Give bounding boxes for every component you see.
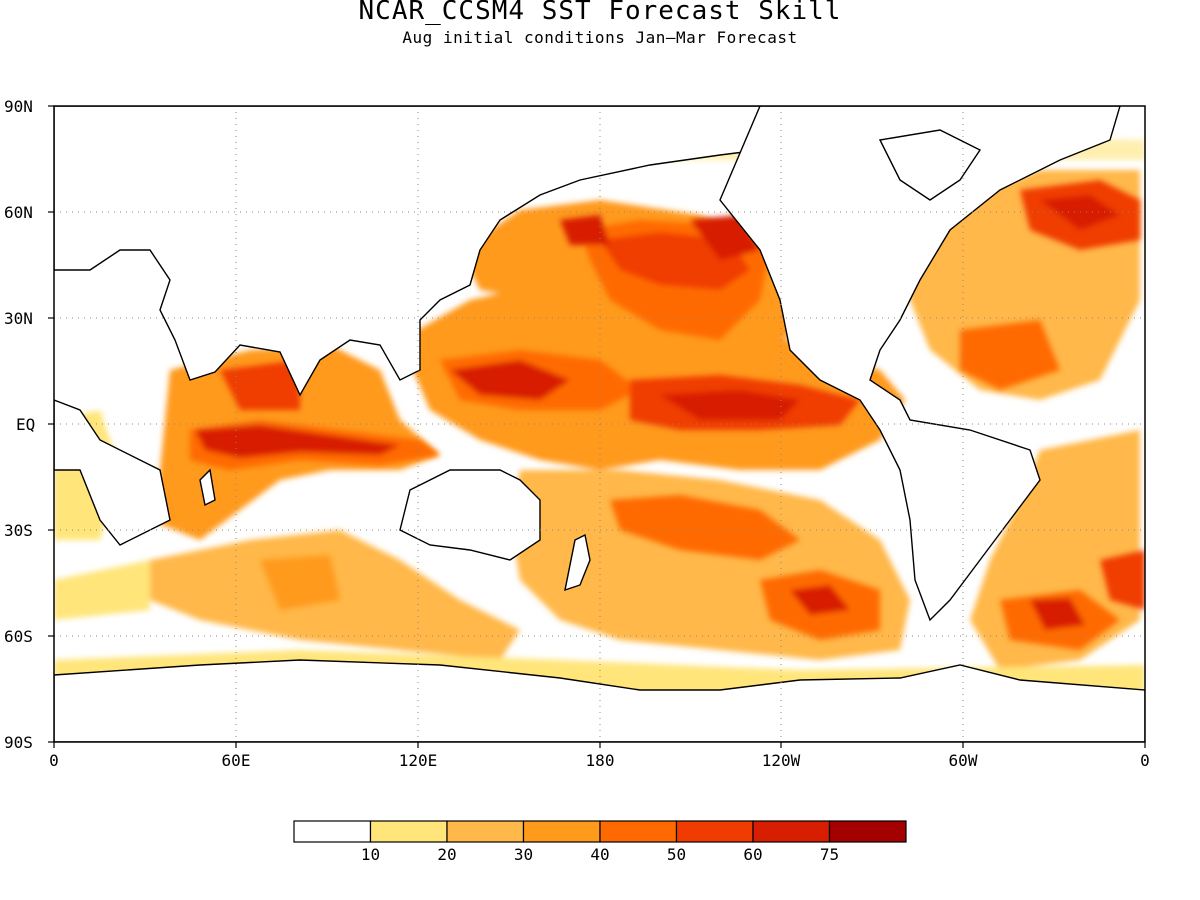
colorbar-label: 60 [743,845,762,864]
map-title: NCAR_CCSM4 SST Forecast Skill [358,0,842,26]
skill-field [54,106,1145,742]
lon-label: 120W [762,751,801,770]
colorbar-swatch [293,820,372,843]
colorbar-label: 75 [820,845,839,864]
lat-label: 90S [4,733,33,752]
colorbar-swatch [522,820,601,843]
colorbar-label: 20 [437,845,456,864]
gridlines [54,106,1145,742]
lat-labels: 90N 60N 30N EQ 30S 60S 90S [4,97,35,752]
lon-label: 0 [1140,751,1150,770]
colorbar-swatch [828,820,907,843]
colorbar-swatch [369,820,448,843]
lat-label: 30N [4,309,33,328]
land [54,106,1145,742]
colorbar-swatch [752,820,831,843]
colorbar-label: 10 [361,845,380,864]
axis-ticks [48,105,1146,748]
lat-label: 60S [4,627,33,646]
lon-label: 0 [49,751,59,770]
colorbar-label: 50 [667,845,686,864]
colorbar-swatch [446,820,525,843]
lon-label: 120E [399,751,438,770]
lat-label: 30S [4,521,33,540]
map-subtitle: Aug initial conditions Jan—Mar Forecast [402,28,798,47]
lat-label: EQ [16,415,35,434]
colorbar-swatch [675,820,754,843]
lat-label: 90N [4,97,33,116]
lat-label: 60N [4,203,33,222]
colorbar-swatch [599,820,678,843]
lon-label: 60E [222,751,251,770]
colorbar-label: 30 [514,845,533,864]
lon-label: 60W [949,751,978,770]
colorbar-label: 40 [590,845,609,864]
lon-labels: 0 60E 120E 180 120W 60W 0 [49,751,1150,770]
lon-label: 180 [586,751,615,770]
colorbar: 10 20 30 40 50 60 75 [293,820,907,864]
